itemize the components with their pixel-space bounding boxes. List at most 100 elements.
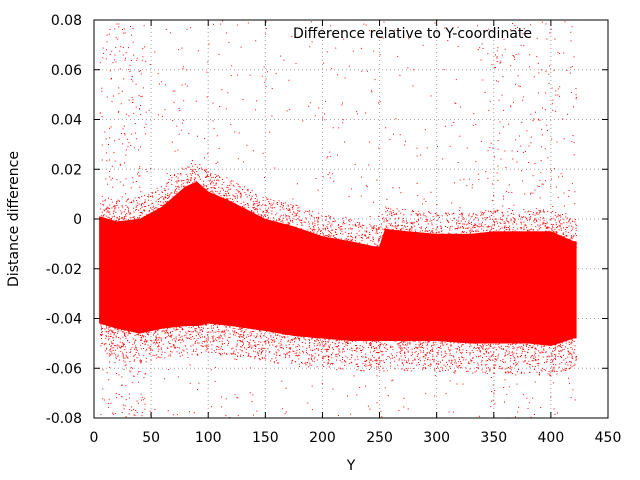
data-point (224, 324, 225, 326)
data-point (381, 354, 383, 356)
data-point (258, 325, 260, 327)
data-point (212, 338, 214, 340)
data-point (484, 372, 486, 374)
data-point (342, 349, 344, 351)
data-point (285, 225, 287, 227)
data-point (235, 332, 237, 333)
data-point (356, 351, 358, 353)
data-point (211, 327, 213, 329)
data-point (475, 231, 477, 233)
data-point (369, 360, 371, 362)
data-point (327, 336, 329, 338)
data-point (262, 203, 264, 205)
data-point (460, 361, 462, 363)
data-point (382, 217, 384, 219)
data-point (170, 206, 172, 208)
data-point (103, 219, 104, 221)
data-point (376, 245, 378, 247)
data-point (124, 330, 126, 332)
data-point (119, 338, 121, 340)
data-point (326, 355, 328, 357)
data-point (303, 234, 305, 236)
data-point (398, 338, 400, 340)
data-point (241, 189, 243, 191)
data-point (145, 327, 147, 329)
data-point (160, 204, 162, 206)
data-point (192, 170, 194, 172)
data-point (265, 341, 267, 342)
data-point (186, 352, 188, 354)
data-point (493, 231, 495, 233)
data-point (102, 222, 104, 224)
data-point (371, 250, 373, 252)
data-point (218, 324, 220, 326)
data-point (277, 225, 279, 227)
data-point (322, 228, 324, 230)
data-point (286, 215, 288, 217)
data-point (237, 322, 239, 324)
data-point (516, 234, 517, 236)
data-point (339, 229, 341, 231)
data-point (164, 211, 166, 213)
data-point (470, 216, 472, 218)
data-point (168, 202, 170, 203)
data-point (159, 211, 161, 213)
data-point (434, 239, 436, 241)
data-point (206, 188, 208, 190)
data-point (531, 338, 533, 340)
data-point (101, 321, 103, 323)
data-point (537, 341, 539, 343)
data-point (117, 324, 119, 326)
data-point (299, 333, 301, 335)
data-point (367, 365, 369, 367)
data-point (545, 351, 547, 353)
data-point (422, 344, 423, 346)
data-point (350, 228, 352, 230)
data-point (409, 341, 411, 343)
data-point (530, 211, 532, 212)
data-point (186, 348, 188, 350)
data-point (141, 220, 143, 222)
data-point (163, 323, 165, 325)
data-point (271, 331, 273, 333)
data-point (115, 354, 117, 356)
data-point (562, 233, 564, 235)
data-point (565, 342, 567, 344)
data-point (489, 344, 491, 346)
data-point (105, 320, 107, 322)
data-point (161, 214, 163, 215)
data-point (569, 352, 571, 354)
data-point (356, 348, 358, 350)
data-point (230, 352, 232, 354)
data-point (447, 341, 449, 342)
data-point (135, 206, 137, 208)
data-point (269, 332, 271, 334)
data-point (111, 216, 113, 218)
data-point (216, 337, 218, 338)
data-point (226, 177, 228, 179)
data-point (494, 340, 496, 341)
data-point (535, 212, 537, 214)
data-point (163, 207, 165, 209)
data-point (345, 361, 347, 363)
data-point (532, 341, 534, 343)
data-point (240, 196, 242, 197)
data-point (113, 210, 115, 212)
data-point (551, 355, 553, 357)
data-point (453, 236, 455, 237)
data-point (279, 229, 281, 231)
data-point (152, 342, 154, 344)
data-point (558, 224, 560, 226)
data-point (351, 228, 353, 230)
data-point (540, 233, 542, 235)
data-point (174, 193, 176, 194)
data-point (446, 219, 448, 221)
data-point (296, 205, 298, 207)
data-point (328, 215, 330, 217)
data-point (287, 341, 289, 343)
data-point (521, 238, 523, 240)
data-point (521, 223, 522, 225)
data-point (297, 234, 298, 236)
data-point (164, 357, 166, 359)
data-point (155, 191, 157, 193)
